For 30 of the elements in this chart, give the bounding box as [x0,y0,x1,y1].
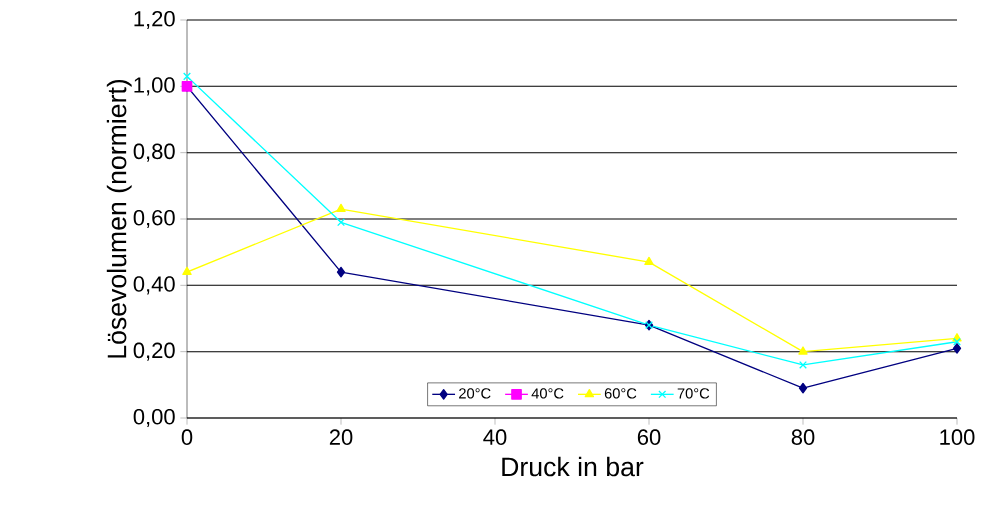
x-axis-title: Druck in bar [502,456,644,477]
point [337,218,345,227]
y-tick-label: 0,40 [133,276,175,295]
x-tick-label: 0 [181,429,193,445]
point [644,256,654,266]
point [953,337,961,346]
y-tick-label: 1,20 [134,10,175,30]
x-tick-label: 100 [940,429,975,445]
point [799,360,807,369]
x-tick-label: 20 [329,429,353,445]
x-tick-label: 60 [637,429,661,445]
point [952,343,962,354]
y-tick-label: 1,00 [134,77,175,96]
y-axis-title: Lösevolumen (normiert) [106,79,132,358]
point [798,346,808,355]
point [182,266,192,276]
y-tick-label: 0,60 [133,209,175,229]
point [798,382,808,394]
point [336,203,346,213]
legend-label: 60°C [604,388,637,399]
legend-label: 70°C [677,388,710,399]
y-tick-label: 0,80 [133,143,175,162]
x-tick-label: 80 [791,429,815,445]
y-tick-label: 0,00 [133,408,175,428]
legend-label: 20°C [459,388,491,399]
legend-label: 40°C [531,388,564,399]
point [183,72,191,81]
y-tick-label: 0,20 [133,342,175,361]
point [336,266,346,278]
x-tick-label: 40 [483,429,507,445]
